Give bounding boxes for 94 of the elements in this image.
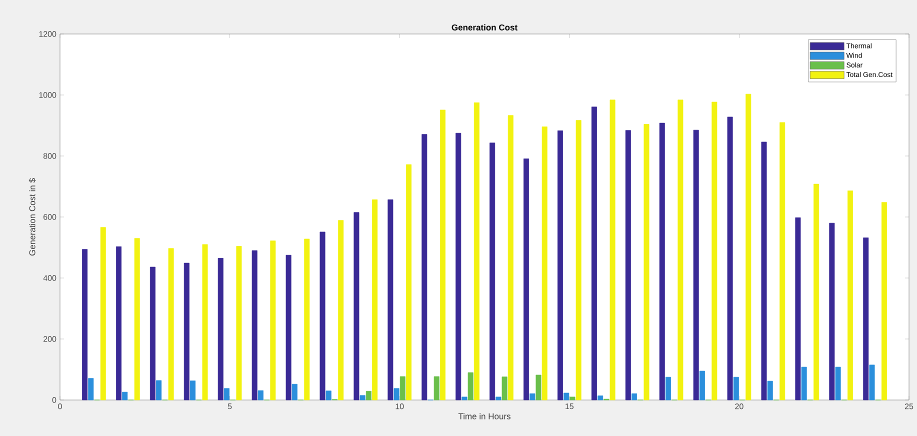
bar — [326, 390, 332, 400]
bar — [712, 102, 718, 400]
bar — [610, 100, 616, 400]
y-tick-label: 400 — [43, 275, 56, 281]
bar — [422, 134, 428, 400]
x-tick-label: 20 — [735, 404, 744, 410]
y-tick-label: 600 — [44, 214, 56, 220]
bar — [767, 380, 773, 400]
bar — [795, 217, 801, 400]
y-tick-label: 800 — [43, 153, 56, 159]
bar — [490, 142, 496, 400]
bar — [462, 396, 468, 400]
bar — [746, 94, 752, 400]
bar — [474, 102, 480, 400]
x-tick-label: 15 — [566, 404, 574, 410]
bar — [632, 393, 638, 400]
bar — [202, 244, 208, 400]
bar — [100, 227, 106, 400]
chart-title: Generation Cost — [452, 24, 518, 30]
bar — [218, 258, 224, 400]
x-tick-label: 25 — [904, 404, 914, 410]
y-tick-label: 0 — [52, 397, 56, 403]
bar — [116, 246, 122, 400]
y-tick-label: 200 — [44, 336, 56, 342]
bar — [524, 158, 530, 400]
bar — [372, 199, 378, 400]
bar — [270, 240, 276, 400]
bar — [366, 390, 372, 400]
bar — [835, 366, 841, 400]
bar — [156, 380, 162, 400]
bar — [576, 120, 582, 400]
bar — [168, 248, 174, 400]
bar — [468, 372, 474, 400]
bar — [360, 395, 366, 400]
bar — [122, 392, 128, 400]
bar — [625, 130, 631, 400]
bar — [224, 388, 230, 400]
bar — [252, 250, 258, 400]
bar — [829, 222, 835, 400]
bar — [456, 132, 462, 400]
bar — [665, 376, 671, 400]
bar — [848, 190, 854, 400]
x-axis-title: Time in Hours — [458, 413, 510, 420]
bar — [236, 246, 242, 400]
bar — [508, 115, 514, 400]
bar — [496, 396, 502, 400]
bar — [814, 184, 820, 400]
bar — [134, 238, 140, 400]
bar — [678, 100, 684, 400]
bar — [761, 142, 767, 400]
bar — [542, 126, 548, 400]
bar — [304, 238, 310, 400]
bar — [338, 220, 344, 400]
bar — [190, 380, 196, 400]
bar — [434, 376, 440, 400]
bar — [699, 370, 705, 400]
bar — [780, 122, 786, 400]
bar — [881, 202, 887, 400]
bar — [863, 238, 869, 400]
bar — [150, 266, 156, 400]
bar — [557, 130, 563, 400]
bar — [88, 378, 94, 400]
bar — [320, 232, 326, 400]
y-tick-label: 1200 — [39, 31, 56, 37]
bar — [644, 124, 650, 400]
bar — [801, 366, 807, 400]
bar — [440, 110, 446, 400]
bar — [536, 374, 542, 400]
bar — [591, 106, 597, 400]
bar — [354, 212, 360, 400]
bar — [659, 122, 665, 400]
bar — [292, 384, 298, 400]
bar — [82, 249, 88, 400]
y-axis-title: Generation Cost in $ — [28, 178, 36, 256]
bar — [733, 376, 739, 400]
bar — [564, 392, 570, 400]
bar — [727, 116, 733, 400]
bar — [693, 130, 699, 400]
bar — [598, 396, 604, 400]
bar — [394, 388, 400, 400]
x-tick-label: 5 — [228, 404, 232, 410]
bar — [258, 390, 264, 400]
y-tick-label: 1000 — [39, 92, 56, 98]
bar — [406, 164, 412, 400]
bar — [184, 262, 190, 400]
bar — [502, 376, 508, 400]
bar — [530, 393, 536, 400]
bar — [400, 376, 406, 400]
x-tick-label: 0 — [58, 404, 62, 410]
x-tick-label: 10 — [396, 404, 404, 410]
bar — [286, 254, 292, 400]
bar — [388, 199, 394, 400]
bar — [869, 364, 875, 400]
bar — [570, 396, 576, 400]
